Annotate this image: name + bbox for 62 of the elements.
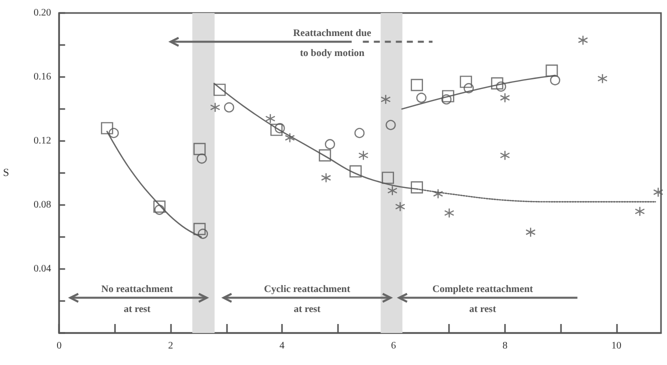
point <box>274 123 285 134</box>
point <box>354 128 365 138</box>
x-tick-label: 0 <box>56 340 62 352</box>
point <box>432 188 444 199</box>
point <box>154 204 165 215</box>
point <box>224 102 234 112</box>
annotation: Reattachment due to body motion <box>293 28 372 59</box>
point <box>100 122 114 134</box>
x-tick-label: 8 <box>502 340 508 352</box>
point <box>153 200 166 213</box>
point <box>210 102 220 112</box>
point <box>500 150 510 160</box>
point <box>410 181 424 194</box>
point <box>500 92 510 103</box>
y-tick-label: 0.20 <box>34 8 52 18</box>
point <box>198 228 208 239</box>
x-tick-label: 4 <box>280 340 285 352</box>
point <box>525 227 536 238</box>
x-tick-label: 10 <box>611 340 622 352</box>
point <box>358 150 369 160</box>
point <box>441 94 452 104</box>
point <box>284 132 295 143</box>
x-tick-label: 6 <box>390 340 396 352</box>
point <box>193 142 206 156</box>
y-tick-label: 0.12 <box>34 136 52 146</box>
point <box>395 202 406 212</box>
y-tick-label: 0.04 <box>34 264 52 274</box>
point <box>416 92 426 103</box>
point <box>320 172 332 183</box>
point <box>546 64 558 77</box>
y-tick-label: 0.08 <box>34 200 52 210</box>
point <box>270 124 283 136</box>
point <box>318 149 332 162</box>
point <box>193 222 206 236</box>
point <box>578 35 588 46</box>
y-tick-label: 0.16 <box>34 72 52 82</box>
annotation: Cyclic reattachment at rest <box>264 284 351 315</box>
point <box>460 76 472 88</box>
point <box>634 206 645 216</box>
y-axis-title: S <box>2 167 10 179</box>
point <box>496 82 506 92</box>
point <box>653 187 664 198</box>
point <box>444 208 454 218</box>
point <box>265 114 276 124</box>
point <box>214 84 226 96</box>
point <box>491 77 504 90</box>
point <box>410 78 424 92</box>
point <box>387 186 398 196</box>
point <box>380 94 391 104</box>
x-tick-label: 2 <box>168 340 174 352</box>
point <box>108 128 119 138</box>
point <box>550 75 560 86</box>
point <box>382 172 394 184</box>
annotation: No reattachment at rest <box>101 284 174 315</box>
point <box>464 83 474 94</box>
annotation: Complete reattachment at rest <box>432 284 534 315</box>
point <box>597 74 608 84</box>
point <box>442 90 454 102</box>
point <box>350 165 362 178</box>
point <box>386 120 396 130</box>
point <box>196 154 207 164</box>
point <box>324 139 336 150</box>
